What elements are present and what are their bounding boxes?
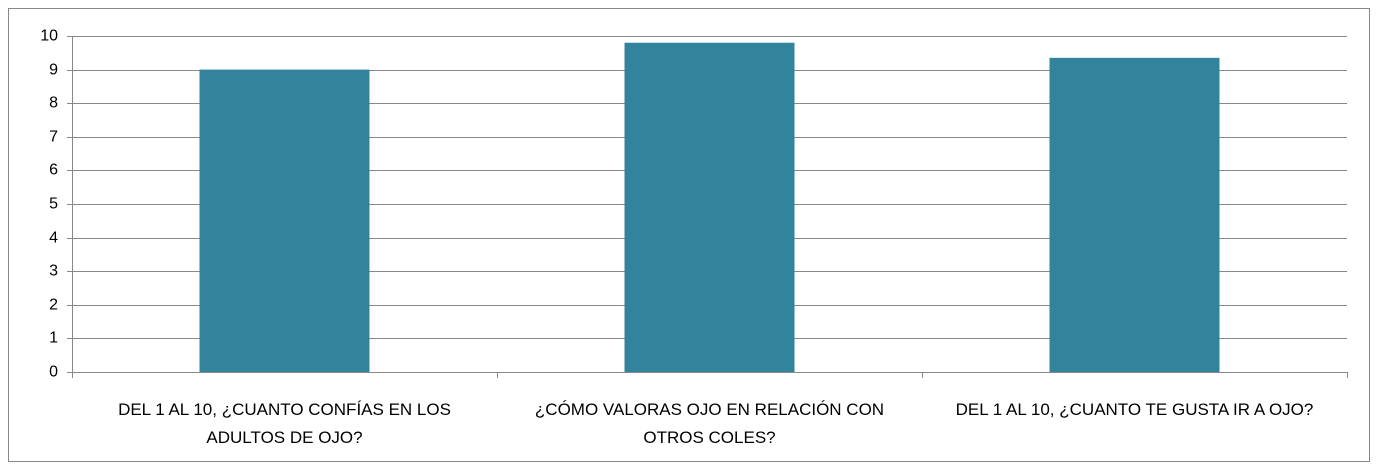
- y-tick-label: 0: [49, 364, 58, 381]
- y-tick-label: 6: [49, 162, 58, 179]
- y-tick-label: 5: [49, 196, 58, 213]
- y-tick-label: 10: [40, 28, 58, 45]
- x-tick-label: ¿CÓMO VALORAS OJO EN RELACIÓN CON OTROS …: [534, 400, 885, 447]
- y-tick-label: 1: [49, 330, 58, 347]
- bar: [624, 42, 795, 372]
- y-tick-label: 8: [49, 95, 58, 112]
- bar: [1049, 57, 1220, 373]
- bar: [199, 69, 370, 372]
- y-tick-label: 3: [49, 263, 58, 280]
- y-tick-label: 9: [49, 62, 58, 79]
- y-tick-label: 2: [49, 297, 58, 314]
- x-tick-label: DEL 1 AL 10, ¿CUANTO CONFÍAS EN LOS ADUL…: [118, 400, 451, 447]
- y-tick-label: 4: [49, 230, 58, 247]
- x-tick-label: DEL 1 AL 10, ¿CUANTO TE GUSTA IR A OJO?: [955, 400, 1314, 419]
- y-tick-label: 7: [49, 129, 58, 146]
